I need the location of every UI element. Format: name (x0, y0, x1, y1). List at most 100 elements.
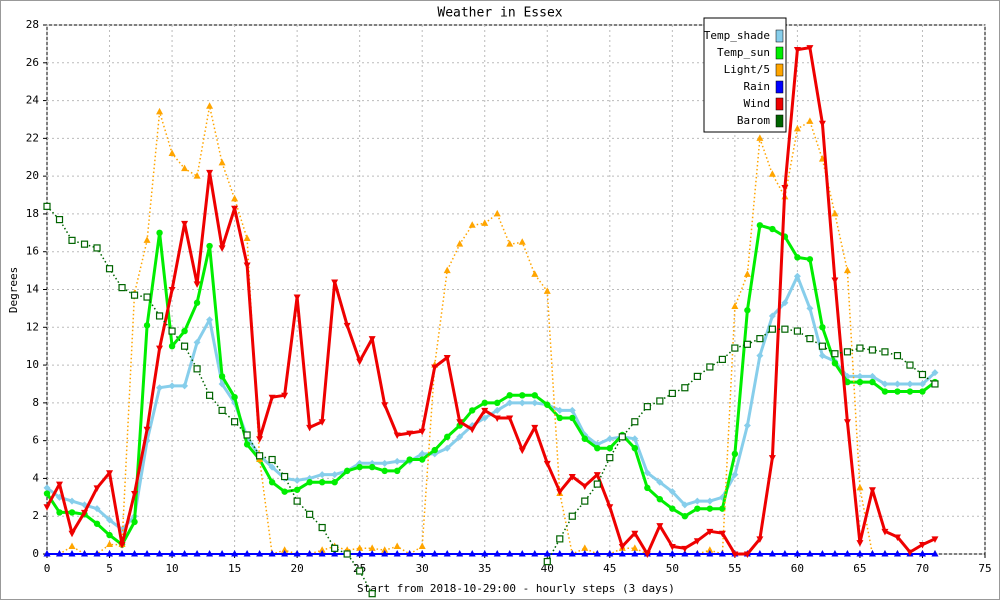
point (756, 550, 764, 557)
point (481, 550, 489, 557)
point (556, 414, 563, 422)
point (781, 299, 789, 307)
point (218, 380, 226, 388)
point (556, 550, 564, 557)
point (156, 345, 164, 353)
point (493, 209, 501, 217)
y-tick-label: 8 (32, 396, 39, 409)
point (180, 342, 189, 350)
point (656, 478, 664, 486)
point (243, 550, 251, 557)
point (281, 392, 289, 400)
x-tick-label: 30 (416, 562, 429, 575)
point (243, 441, 251, 448)
x-tick-label: 70 (916, 562, 929, 575)
point (581, 544, 589, 551)
point (731, 471, 739, 479)
point (143, 293, 151, 301)
point (481, 414, 489, 422)
point (656, 496, 664, 503)
point (793, 47, 801, 54)
point (531, 399, 539, 407)
y-tick-label: 16 (26, 245, 39, 258)
point (768, 325, 776, 333)
point (444, 433, 451, 441)
point (781, 184, 789, 192)
y-tick-label: 14 (26, 283, 40, 296)
point (268, 479, 276, 486)
point (93, 485, 101, 492)
point (456, 433, 464, 441)
point (893, 550, 901, 557)
point (706, 505, 714, 512)
point (831, 209, 839, 217)
point (55, 215, 64, 224)
point (106, 540, 114, 548)
point (818, 550, 826, 557)
y-tick-label: 26 (26, 56, 39, 69)
point (606, 445, 613, 452)
point (130, 291, 139, 299)
x-tick-label: 45 (603, 562, 616, 575)
point (568, 406, 576, 414)
point (506, 550, 514, 557)
point (906, 361, 914, 369)
point (681, 550, 689, 557)
point (856, 378, 864, 386)
point (43, 550, 51, 557)
x-tick-label: 65 (853, 562, 866, 575)
point (268, 463, 276, 471)
point (306, 424, 314, 432)
point (156, 550, 164, 557)
point (106, 470, 114, 477)
point (456, 550, 464, 557)
point (393, 457, 401, 465)
point (856, 483, 864, 491)
point (518, 550, 526, 557)
point (494, 399, 501, 407)
point (268, 455, 276, 464)
point (643, 469, 651, 477)
point (881, 388, 889, 395)
point (569, 414, 576, 422)
point (406, 430, 414, 438)
y-tick-label: 24 (26, 94, 40, 107)
point (68, 236, 76, 244)
point (418, 450, 426, 458)
legend-swatch (775, 46, 784, 60)
point (669, 505, 676, 512)
point (193, 299, 201, 306)
point (606, 435, 614, 443)
point (731, 551, 739, 558)
point (368, 336, 376, 343)
point (456, 419, 464, 426)
point (131, 550, 139, 557)
point (193, 281, 201, 288)
point (206, 102, 214, 109)
point (155, 312, 164, 320)
point (393, 550, 401, 557)
point (68, 542, 76, 549)
point (594, 445, 601, 452)
point (843, 266, 851, 274)
point (206, 550, 214, 557)
point (843, 550, 851, 557)
point (143, 236, 151, 243)
point (418, 542, 426, 549)
point (844, 378, 851, 386)
point (93, 505, 101, 513)
point (93, 520, 101, 527)
point (356, 550, 364, 557)
point (518, 238, 526, 245)
point (906, 549, 914, 557)
point (544, 401, 551, 408)
point (856, 540, 864, 547)
point (431, 550, 439, 557)
point (481, 219, 489, 226)
point (868, 550, 876, 557)
point (668, 389, 676, 398)
point (818, 342, 827, 350)
point (906, 380, 914, 388)
point (68, 550, 76, 557)
